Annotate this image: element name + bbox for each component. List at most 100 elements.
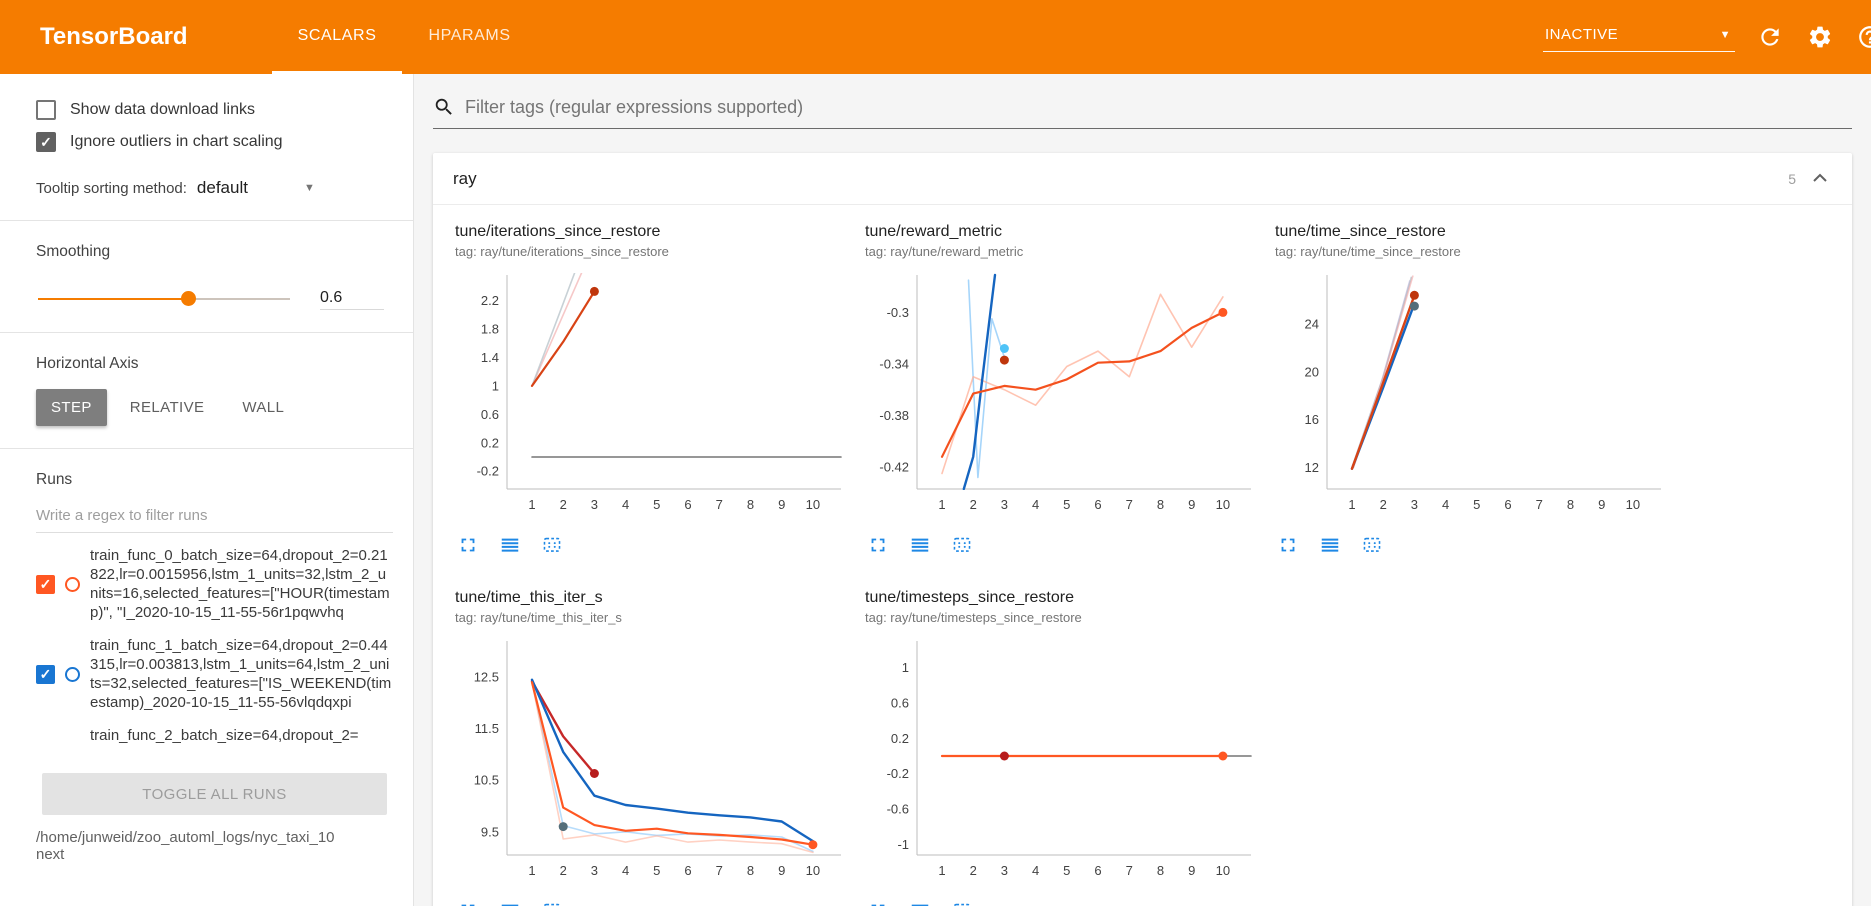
tag-group-count: 5: [1788, 170, 1796, 187]
run-checkbox[interactable]: ✓: [36, 664, 55, 684]
refresh-icon: [1761, 28, 1779, 46]
svg-text:20: 20: [1305, 364, 1319, 379]
run-row[interactable]: ✓ train_func_0_batch_size=64,dropout_2=0.…: [36, 539, 393, 629]
svg-text:3: 3: [1001, 497, 1008, 512]
chart-card-tune-timesteps-since-restore: tune/timesteps_since_restore tag: ray/tun…: [865, 589, 1259, 906]
collapse-group-button[interactable]: [1808, 167, 1832, 190]
svg-text:0.6: 0.6: [481, 407, 499, 422]
runs-filter-input[interactable]: [36, 499, 393, 533]
data-status-dropdown[interactable]: INACTIVE ▼: [1543, 22, 1735, 52]
step-button[interactable]: STEP: [36, 389, 107, 426]
svg-text:2.2: 2.2: [481, 293, 499, 308]
chart-svg: 1 0.6 0.2 -0.2 -0.6 -1 1 2 3 4 5 6 7 8 9 10: [887, 641, 1252, 878]
chart-title: tune/time_since_restore: [1275, 223, 1446, 240]
runs-label: Runs: [36, 471, 73, 488]
svg-text:5: 5: [653, 863, 660, 878]
help-icon: [1859, 26, 1871, 48]
refresh-button[interactable]: [1755, 22, 1785, 52]
svg-text:2: 2: [560, 497, 567, 512]
run-checkbox[interactable]: ✓: [36, 574, 55, 594]
horizontal-axis-label: Horizontal Axis: [36, 355, 139, 372]
svg-text:5: 5: [653, 497, 660, 512]
svg-text:3: 3: [1001, 863, 1008, 878]
chart-svg: 2.2 1.8 1.4 1 0.6 0.2 -0.2 1 2 3 4 5 6 7 8 9 10: [477, 273, 842, 512]
svg-text:1: 1: [938, 863, 945, 878]
expand-chart-icon[interactable]: [867, 533, 891, 557]
svg-text:9: 9: [778, 497, 785, 512]
relative-button[interactable]: RELATIVE: [115, 389, 220, 426]
tag-filter-bar: [433, 96, 1852, 129]
svg-text:8: 8: [747, 497, 754, 512]
slider-fill: [38, 297, 190, 300]
svg-text:9: 9: [778, 863, 785, 878]
view-runs-data-icon[interactable]: [1319, 533, 1343, 557]
tag-group-header[interactable]: ray 5: [433, 153, 1852, 205]
slider-knob[interactable]: [181, 290, 197, 306]
view-runs-data-icon[interactable]: [909, 533, 933, 557]
chart-plot[interactable]: -0.3 -0.34 -0.38 -0.42 1 2 3 4 5 6 7 8 9 10: [865, 267, 1259, 525]
expand-chart-icon[interactable]: [457, 899, 481, 906]
charts-grid: tune/iterations_since_restore tag: ray/tu…: [433, 205, 1852, 906]
view-runs-data-icon[interactable]: [499, 899, 523, 906]
tooltip-sorting-dropdown[interactable]: default ▼: [197, 178, 315, 198]
chart-plot[interactable]: 2.2 1.8 1.4 1 0.6 0.2 -0.2 1 2 3 4 5 6 7 8 9 10: [455, 267, 849, 525]
log-directory-path: /home/junweid/zoo_automl_logs/nyc_taxi_1…: [36, 829, 335, 863]
help-button[interactable]: [1855, 22, 1871, 52]
fit-domain-icon[interactable]: [541, 533, 565, 557]
svg-text:4: 4: [1032, 863, 1039, 878]
chart-plot[interactable]: 1 0.6 0.2 -0.2 -0.6 -1 1 2 3 4 5 6 7 8 9 10: [865, 633, 1259, 891]
tab-bar: SCALARS HPARAMS: [271, 0, 537, 74]
ignore-outliers-label: Ignore outliers in chart scaling: [70, 133, 283, 150]
chart-plot[interactable]: 24 20 16 12 1 2 3 4 5 6 7 8 9 10: [1275, 267, 1669, 525]
svg-text:7: 7: [1126, 863, 1133, 878]
view-runs-data-icon[interactable]: [499, 533, 523, 557]
fit-domain-icon[interactable]: [541, 899, 565, 906]
svg-text:11.5: 11.5: [475, 721, 499, 736]
svg-text:-0.3: -0.3: [887, 305, 909, 320]
chart-actions: [865, 533, 1259, 557]
smoothing-value-input[interactable]: [320, 287, 384, 310]
svg-text:4: 4: [1442, 497, 1449, 512]
chart-plot[interactable]: 12.5 11.5 10.5 9.5 1 2 3 4 5 6 7 8 9 10: [455, 633, 849, 891]
view-runs-data-icon[interactable]: [909, 899, 933, 906]
tab-hparams[interactable]: HPARAMS: [428, 26, 511, 44]
toggle-all-runs-button[interactable]: TOGGLE ALL RUNS: [42, 773, 387, 815]
wall-button[interactable]: WALL: [227, 389, 299, 426]
chart-svg: 12.5 11.5 10.5 9.5 1 2 3 4 5 6 7 8 9 10: [474, 641, 841, 878]
expand-chart-icon[interactable]: [1277, 533, 1301, 557]
chart-card-tune-time-since-restore: tune/time_since_restore tag: ray/tune/tim…: [1275, 223, 1669, 557]
svg-text:-0.42: -0.42: [879, 460, 909, 475]
svg-text:-1: -1: [897, 837, 909, 852]
tag-filter-input[interactable]: [465, 96, 1852, 118]
svg-text:-0.2: -0.2: [887, 766, 909, 781]
run-row[interactable]: ✓train_func_2_batch_size=64,dropout_2=: [36, 719, 393, 752]
svg-text:1.4: 1.4: [481, 350, 499, 365]
run-radio[interactable]: [65, 666, 80, 682]
show-download-links-toggle[interactable]: Show data download links: [36, 100, 393, 120]
fit-domain-icon[interactable]: [951, 533, 975, 557]
show-download-checkbox[interactable]: [36, 100, 56, 120]
settings-button[interactable]: [1805, 22, 1835, 52]
top-bar: TensorBoard SCALARS HPARAMS INACTIVE ▼: [0, 0, 1871, 74]
expand-chart-icon[interactable]: [867, 899, 891, 906]
smoothing-slider[interactable]: [38, 290, 290, 307]
app-title[interactable]: TensorBoard: [40, 23, 188, 50]
fit-domain-icon[interactable]: [1361, 533, 1385, 557]
expand-chart-icon[interactable]: [457, 533, 481, 557]
fit-domain-icon[interactable]: [951, 899, 975, 906]
tab-scalars[interactable]: SCALARS: [271, 0, 403, 74]
ignore-outliers-toggle[interactable]: ✓ Ignore outliers in chart scaling: [36, 132, 393, 152]
tooltip-sorting-row: Tooltip sorting method: default ▼: [36, 178, 393, 198]
svg-text:-0.6: -0.6: [887, 802, 909, 817]
tooltip-sorting-label: Tooltip sorting method:: [36, 180, 187, 197]
chart-tag: tag: ray/tune/timesteps_since_restore: [865, 610, 1082, 625]
svg-text:3: 3: [1411, 497, 1418, 512]
svg-text:6: 6: [684, 863, 691, 878]
ignore-outliers-checkbox[interactable]: ✓: [36, 132, 56, 152]
divider: [0, 332, 413, 333]
run-row[interactable]: ✓ train_func_1_batch_size=64,dropout_2=0.…: [36, 629, 393, 719]
run-radio[interactable]: [65, 576, 80, 592]
svg-text:10: 10: [806, 497, 820, 512]
svg-text:10: 10: [1216, 863, 1230, 878]
run-label: train_func_0_batch_size=64,dropout_2=0.2…: [90, 547, 390, 621]
